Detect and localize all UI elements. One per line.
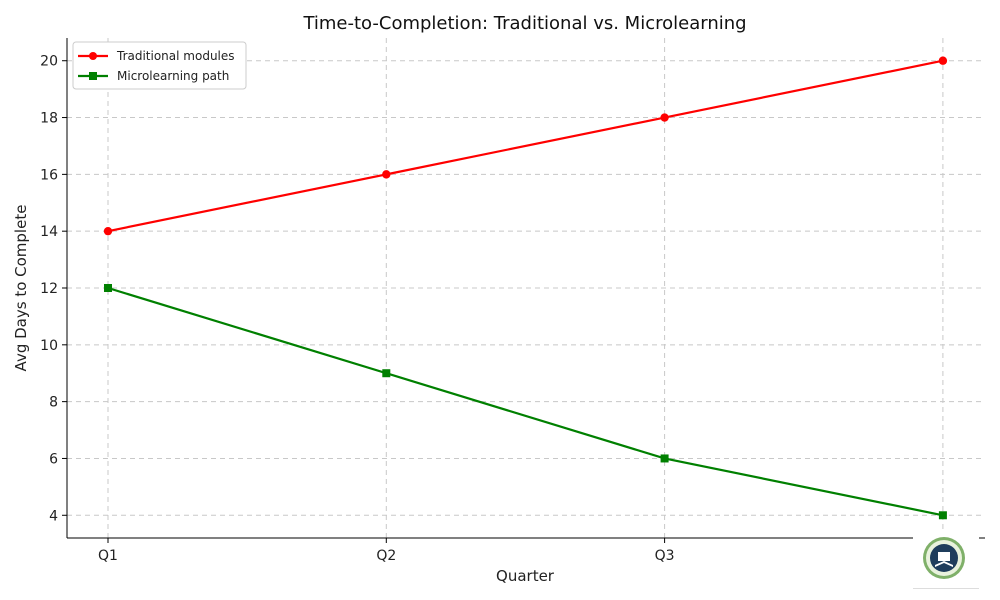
legend: Traditional modules Microlearning path (72, 41, 247, 90)
logo-badge (913, 530, 979, 589)
data-point-marker (938, 511, 947, 520)
y-tick-label: 16 (40, 167, 58, 183)
series-microlearning (104, 284, 947, 520)
series-line (107, 286, 944, 517)
series (103, 56, 948, 520)
data-point-marker (104, 284, 112, 292)
legend-label: Traditional modules (116, 49, 235, 63)
data-point-marker (660, 454, 669, 463)
grid (67, 38, 985, 538)
data-point-marker (660, 113, 669, 122)
legend-marker (89, 52, 97, 60)
y-tick-label: 10 (40, 338, 58, 354)
x-axis-title: Quarter (496, 567, 555, 585)
legend-box (72, 41, 247, 90)
y-tick-label: 12 (40, 281, 58, 297)
chart-title: Time-to-Completion: Traditional vs. Micr… (302, 13, 746, 34)
y-tick-label: 6 (49, 451, 58, 467)
series-line (107, 59, 944, 233)
x-tick-label: Q1 (98, 548, 118, 564)
y-tick-label: 18 (40, 111, 58, 127)
data-point-marker (382, 170, 391, 179)
y-tick-label: 8 (49, 395, 58, 411)
y-axis-title: Avg Days to Complete (12, 205, 30, 372)
x-tick-label: Q2 (376, 548, 396, 564)
y-tick-label: 4 (49, 508, 58, 524)
legend-marker (89, 72, 97, 80)
legend-entry: Microlearning path (78, 69, 229, 83)
series-traditional (103, 56, 948, 236)
data-point-marker (938, 56, 948, 65)
data-point-marker (103, 226, 113, 236)
university-seal-icon (923, 537, 965, 579)
legend-entry: Traditional modules (78, 49, 235, 63)
tick-labels: 4 6 8 10 12 14 16 18 20 Q1 Q2 Q3 (40, 54, 674, 564)
legend-label: Microlearning path (117, 69, 229, 83)
data-point-marker (382, 369, 391, 378)
y-tick-label: 14 (40, 224, 58, 240)
axes (62, 38, 985, 543)
y-tick-label: 20 (40, 54, 58, 70)
x-tick-label: Q3 (655, 548, 675, 564)
